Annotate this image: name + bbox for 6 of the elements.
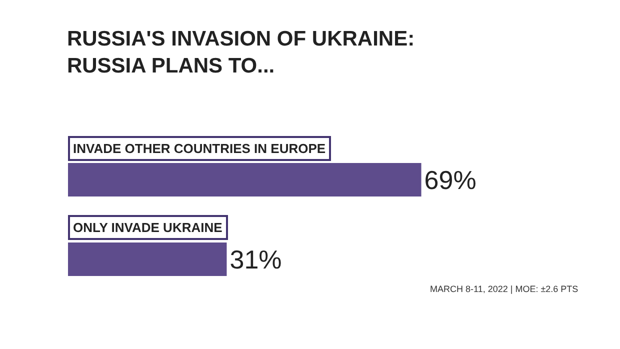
y-tick-label: INVADE OTHER COUNTRIES IN EUROPE	[73, 141, 326, 156]
y-tick-label: ONLY INVADE UKRAINE	[73, 220, 223, 235]
text: MARCH 8-11, 2022 | MOE: ±2.6 PTS	[430, 284, 578, 294]
data-label: 31%	[230, 244, 282, 274]
chart-title: RUSSIA'S INVASION OF UKRAINE: RUSSIA PLANS TO...	[66, 27, 415, 78]
data-label: 69%	[424, 164, 476, 195]
